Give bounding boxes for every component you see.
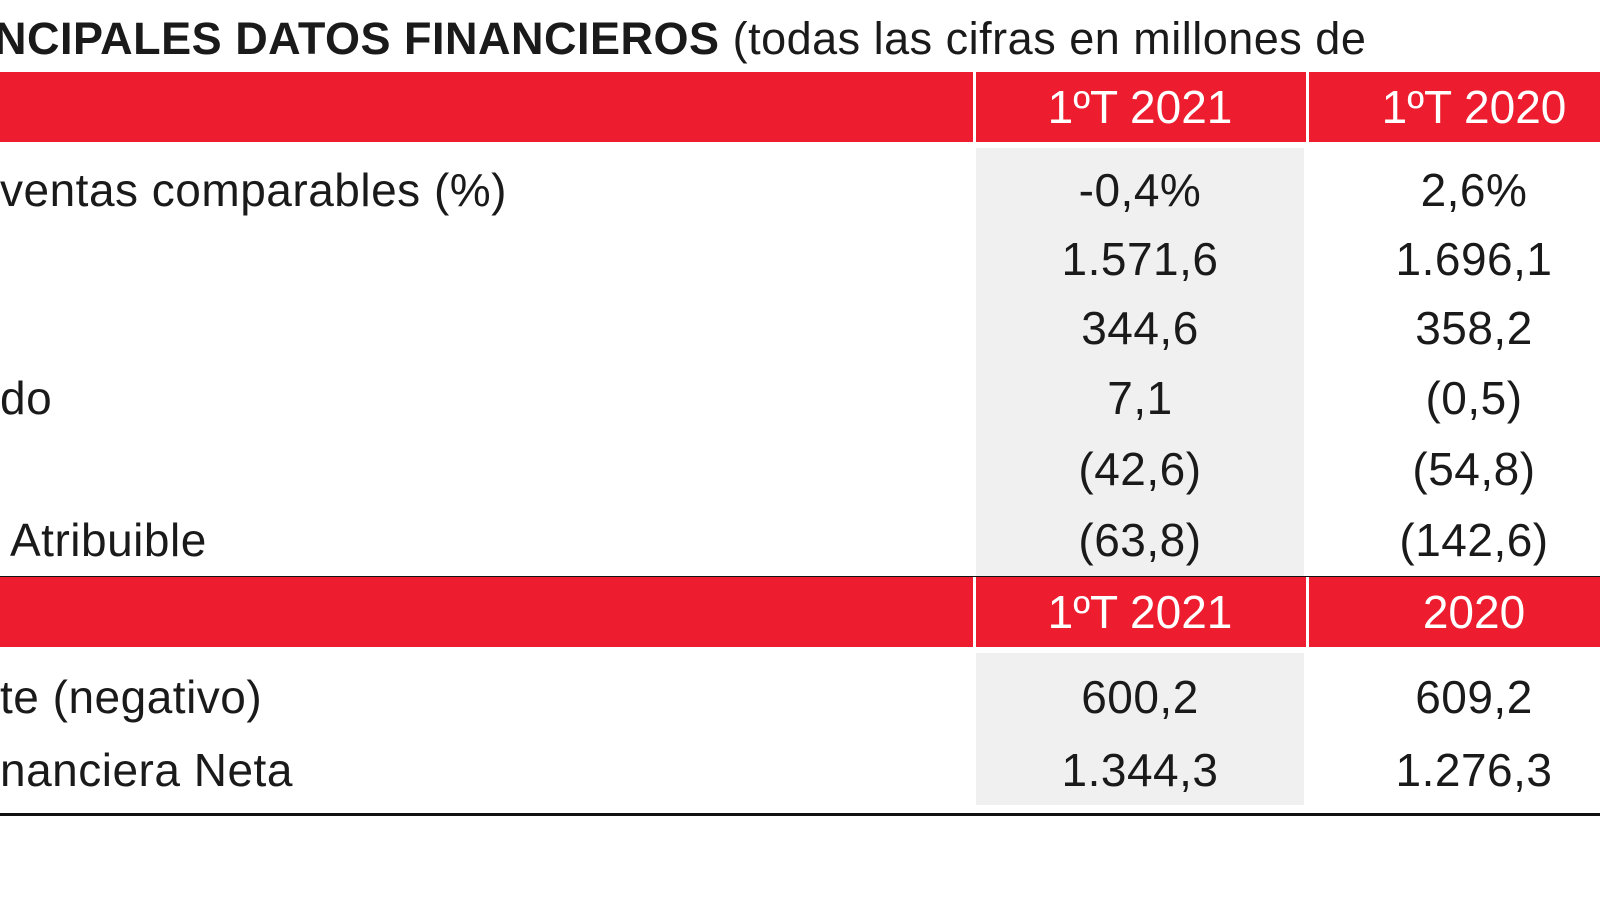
header-separator: [1306, 72, 1309, 142]
row-label: te (negativo): [0, 671, 263, 723]
row-value-q1-2021: -0,4%: [1078, 164, 1202, 216]
section2-shaded-column: [976, 653, 1304, 805]
row-value-2020: 609,2: [1415, 671, 1533, 723]
table-row: ventas comparables (%) -0,4% 2,6%: [0, 155, 1600, 225]
row-value-q1-2021: 344,6: [1081, 302, 1199, 354]
row-value-q1-2021: (42,6): [1078, 443, 1202, 495]
section2-header-2020: 2020: [1422, 586, 1526, 638]
row-value-q1-2020: (54,8): [1412, 443, 1536, 495]
header-separator: [973, 577, 976, 647]
table-row: 1.571,6 1.696,1: [0, 224, 1600, 294]
table-row: nanciera Neta 1.344,3 1.276,3: [0, 735, 1600, 805]
section1-header-q1-2021: 1ºT 2021: [1047, 81, 1233, 133]
row-value-q1-2021: 1.344,3: [1061, 744, 1219, 796]
row-value-q1-2020: 358,2: [1415, 302, 1533, 354]
table-row: Atribuible (63,8) (142,6): [0, 505, 1600, 575]
header-separator: [1306, 577, 1309, 647]
title-units-note: (todas las cifras en millones de: [732, 13, 1367, 64]
table-title: NCIPALES DATOS FINANCIEROS (todas las ci…: [0, 10, 1366, 68]
row-value-2020: 1.276,3: [1395, 744, 1553, 796]
section2-header-band: 1ºT 2021 2020: [0, 577, 1600, 647]
row-label: Atribuible: [10, 514, 207, 566]
section1-header-band: 1ºT 2021 1ºT 2020: [0, 72, 1600, 142]
row-value-q1-2021: 600,2: [1081, 671, 1199, 723]
section2-header-q1-2021: 1ºT 2021: [1047, 586, 1233, 638]
header-separator: [973, 72, 976, 142]
table-row: te (negativo) 600,2 609,2: [0, 662, 1600, 732]
table-bottom-rule: [0, 813, 1600, 816]
row-label: nanciera Neta: [0, 744, 293, 796]
table-row: 344,6 358,2: [0, 293, 1600, 363]
row-label: ventas comparables (%): [0, 164, 507, 216]
table-row: (42,6) (54,8): [0, 434, 1600, 504]
title-bold-part: NCIPALES DATOS FINANCIEROS: [0, 13, 720, 64]
row-value-q1-2020: (142,6): [1399, 514, 1549, 566]
row-value-q1-2021: 7,1: [1107, 372, 1173, 424]
table-row: do 7,1 (0,5): [0, 363, 1600, 433]
section1-header-q1-2020: 1ºT 2020: [1381, 81, 1567, 133]
row-value-q1-2020: 1.696,1: [1395, 233, 1553, 285]
section1-shaded-column: [976, 148, 1304, 576]
row-value-q1-2020: 2,6%: [1420, 164, 1528, 216]
row-value-q1-2021: 1.571,6: [1061, 233, 1219, 285]
row-label: do: [0, 372, 53, 424]
row-value-q1-2021: (63,8): [1078, 514, 1202, 566]
row-value-q1-2020: (0,5): [1425, 372, 1523, 424]
